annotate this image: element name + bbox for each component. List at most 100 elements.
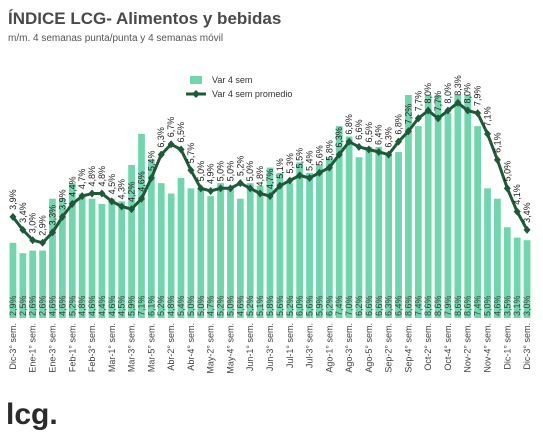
bar	[187, 188, 195, 318]
line-value-label: 5,0%	[502, 161, 512, 182]
bar	[39, 250, 46, 318]
line-value-label: 4,9%	[206, 163, 216, 184]
line-marker	[276, 181, 284, 190]
line-value-label: 4,4%	[67, 176, 77, 197]
bar-value-label: 5,9%	[127, 295, 137, 316]
line-marker	[474, 109, 482, 118]
line-value-label: 5,2%	[235, 156, 245, 177]
line-marker	[78, 192, 86, 201]
line-value-label: 4,7%	[265, 169, 275, 190]
x-tick-label: Mar-1° sem.	[107, 323, 117, 372]
bar	[286, 183, 294, 318]
legend-label: Var 4 sem promedio	[212, 89, 292, 99]
bar	[217, 183, 224, 318]
bar-value-label: 4,8%	[77, 295, 87, 316]
line-marker	[385, 150, 393, 159]
line-marker	[167, 140, 175, 149]
line-marker	[58, 212, 66, 221]
x-tick-label: Ene-3° sem.	[47, 323, 57, 373]
bar	[236, 198, 244, 318]
line-marker	[355, 142, 363, 151]
x-tick-label: Dic-3° sem.	[522, 323, 532, 370]
line-value-label: 8,0%	[463, 83, 473, 104]
x-tick-label: Feb-1° sem.	[67, 323, 77, 372]
line-marker	[226, 184, 234, 193]
x-tick-label: Dic-3° sem.	[8, 323, 18, 370]
bar	[464, 95, 472, 318]
x-tick-label: Dic-1° sem.	[502, 323, 512, 370]
bar	[138, 133, 145, 318]
line-value-label: 4,6%	[136, 171, 146, 192]
bar-value-label: 5,6%	[275, 295, 285, 316]
line-marker	[335, 150, 343, 159]
bar-value-label: 5,2%	[216, 295, 226, 316]
line-value-label: 5,1%	[275, 158, 285, 179]
bar-value-label: 3,5%	[502, 295, 512, 316]
line-value-label: 5,8%	[324, 140, 334, 161]
line-marker	[39, 238, 47, 247]
line-marker	[29, 236, 37, 245]
line-value-label: 3,4%	[522, 202, 532, 223]
x-tick-label: Jun-3° sem.	[265, 323, 275, 371]
bar-value-label: 7,9%	[443, 295, 453, 316]
bar-value-label: 7,4%	[413, 295, 423, 316]
bar-value-label: 2,5%	[18, 295, 28, 316]
bar	[29, 250, 37, 318]
line-value-label: 3,4%	[18, 202, 28, 223]
bar	[414, 126, 422, 319]
line-marker	[523, 225, 531, 234]
bar-value-label: 4,6%	[107, 295, 117, 316]
bar-value-label: 4,6%	[47, 295, 57, 316]
line-marker	[157, 150, 165, 159]
line-marker	[48, 228, 56, 237]
bar-value-label: 8,6%	[403, 295, 413, 316]
line-value-label: 7,7%	[433, 91, 443, 112]
line-marker	[9, 212, 17, 221]
line-value-label: 3,3%	[47, 205, 57, 226]
x-tick-label: May-4° sem.	[225, 323, 235, 374]
legend-swatch	[190, 76, 202, 84]
x-tick-label: Sep-2° sem.	[384, 323, 394, 373]
line-value-label: 7,7%	[413, 91, 423, 112]
line-marker	[217, 184, 225, 193]
line-marker	[118, 202, 126, 211]
bar-value-label: 5,2%	[285, 295, 295, 316]
line-marker	[296, 171, 304, 180]
legend-marker	[192, 90, 200, 98]
line-value-label: 7,2%	[403, 104, 413, 125]
line-value-label: 8,0%	[423, 83, 433, 104]
x-tick-label: Abr-4° sem.	[186, 323, 196, 371]
bar	[503, 227, 511, 318]
line-value-label: 6,5%	[364, 122, 374, 143]
chart-title: ÍNDICE LCG- Alimentos y bebidas	[8, 9, 281, 28]
line-value-label: 3,0%	[28, 213, 38, 234]
line-marker	[187, 166, 195, 175]
bar-value-label: 6,1%	[146, 295, 156, 316]
bar-value-label: 8,6%	[463, 295, 473, 316]
bar	[177, 177, 185, 318]
line-marker	[464, 106, 472, 115]
line-marker	[454, 98, 462, 107]
line-value-label: 6,4%	[374, 125, 384, 146]
bar-value-label: 5,9%	[314, 295, 324, 316]
bar-value-label: 5,8%	[265, 295, 275, 316]
line-value-label: 2,9%	[38, 215, 48, 236]
line-marker	[424, 106, 432, 115]
bar	[355, 157, 363, 318]
line-value-label: 5,0%	[245, 161, 255, 182]
line-marker	[256, 189, 264, 198]
bar	[227, 188, 234, 318]
line-value-label: 5,6%	[314, 145, 324, 166]
line-value-label: 5,0%	[196, 161, 206, 182]
bar-value-label: 4,6%	[57, 295, 67, 316]
x-tick-label: Mar-5° sem.	[146, 323, 156, 372]
bar-value-label: 8,6%	[453, 295, 463, 316]
line-value-label: 8,3%	[453, 75, 463, 96]
x-tick-label: Oct-2° sem.	[423, 323, 433, 371]
bar-value-label: 6,2%	[354, 295, 364, 316]
bar	[49, 198, 56, 318]
x-tick-label: Jul-1° sem.	[285, 323, 295, 368]
line-marker	[128, 205, 136, 214]
bar	[296, 162, 304, 318]
line-marker	[286, 176, 294, 185]
